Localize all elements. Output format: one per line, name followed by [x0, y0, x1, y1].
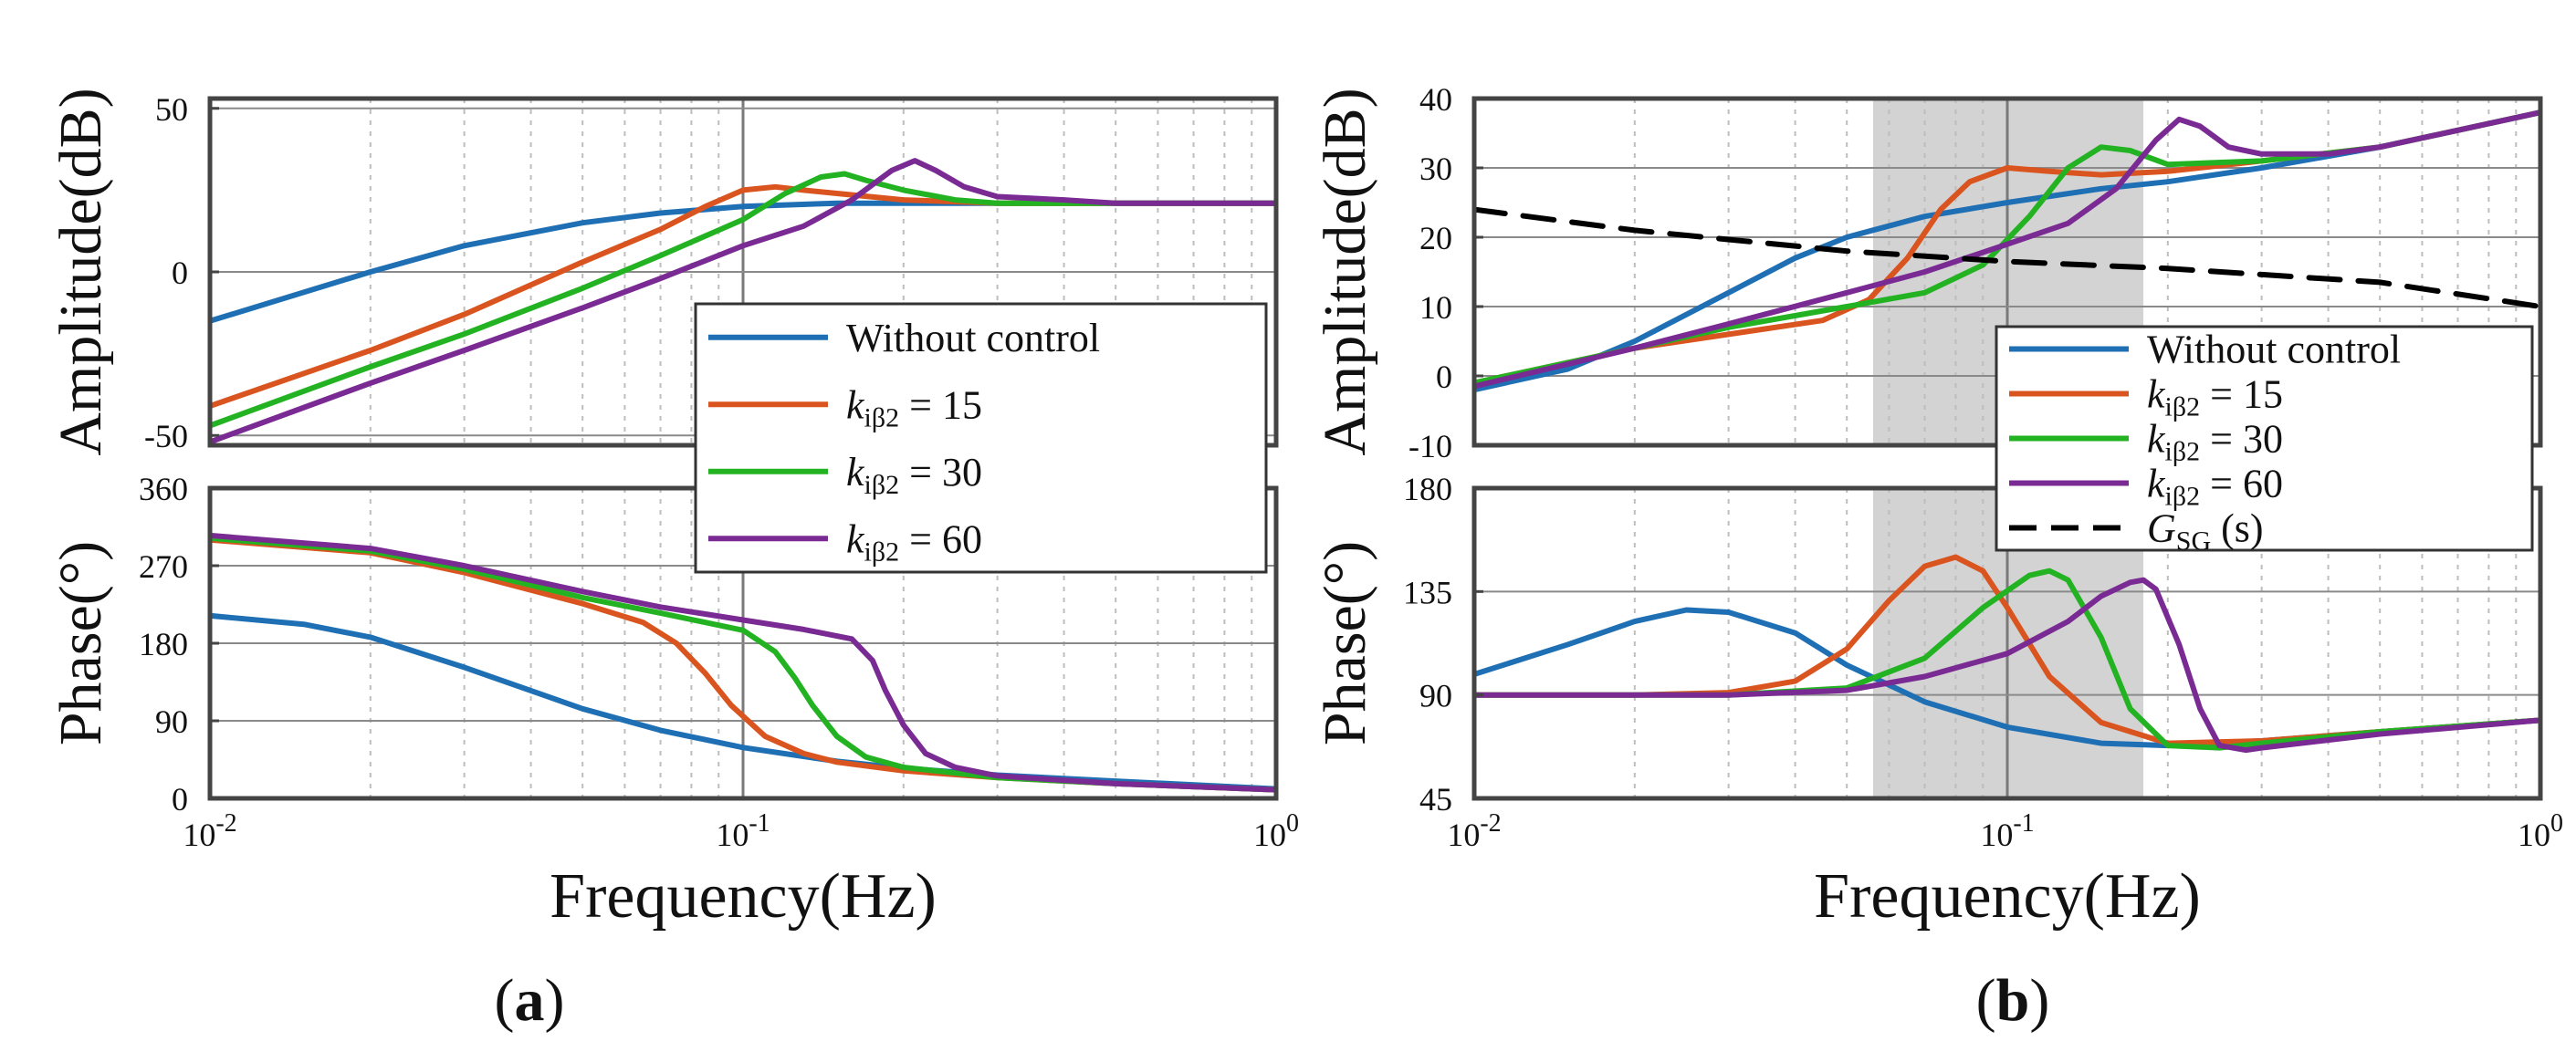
y-tick-label: 270 [139, 548, 188, 585]
panel-label: (a) [495, 967, 565, 1034]
series-line [210, 158, 1276, 445]
x-tick-label: 10-2 [1447, 809, 1501, 853]
series-line [1474, 206, 2540, 309]
legend-label: kiβ2 = 60 [2147, 462, 2283, 512]
series-line [1474, 577, 2540, 754]
y-tick-label: 180 [1403, 471, 1452, 507]
legend: Without control kiβ2 = 15 kiβ2 = 30 kiβ2 = … [694, 302, 1268, 574]
legend-label: Without control [2147, 328, 2401, 372]
series-line [210, 535, 1276, 793]
y-tick-label: 90 [1419, 678, 1452, 714]
x-tick-label: 100 [2518, 809, 2563, 853]
x-tick-label: 10-1 [1980, 809, 2034, 853]
amplitude-ylabel: Amplitude(dB) [1312, 88, 1378, 455]
y-tick-label: 180 [139, 626, 188, 662]
panel-a: -50 0 50 Amplitude(dB) 0 90 180 270 360 Phase(… [47, 88, 1299, 1034]
y-tick-label: 20 [1419, 220, 1452, 256]
x-axis-label: Frequency(Hz) [550, 861, 937, 932]
y-tick-label: 10 [1419, 289, 1452, 326]
legend-label: kiβ2 = 30 [846, 450, 982, 500]
legend-label: kiβ2 = 15 [846, 382, 982, 432]
phase-ylabel: Phase(°) [47, 541, 114, 745]
legend-label: kiβ2 = 15 [2147, 372, 2283, 422]
y-tick-label: 0 [172, 781, 188, 818]
x-ticks: 10-2 10-1 100 [1447, 809, 2563, 853]
legend-label: GSG (s) [2147, 506, 2264, 557]
y-tick-label: 0 [1436, 359, 1452, 395]
series-line [1474, 109, 2540, 393]
y-tick-label: 135 [1403, 574, 1452, 610]
phase-ylabel: Phase(°) [1312, 541, 1378, 745]
x-tick-label: 10-1 [716, 809, 770, 853]
phase-y-ticks: 0 90 180 270 360 [139, 471, 219, 818]
y-tick-label: -50 [144, 418, 188, 454]
legend-label: kiβ2 = 30 [2147, 417, 2283, 467]
y-tick-label: 30 [1419, 151, 1452, 187]
amplitude-y-ticks: -10 0 10 20 30 40 [1408, 81, 1483, 464]
panel-a-phase-axes: 0 90 180 270 360 Phase(°) [47, 471, 1279, 818]
series-line [210, 171, 1276, 429]
phase-series [1474, 554, 2540, 754]
x-tick-label: 100 [1253, 809, 1299, 853]
panel-label: (b) [1976, 967, 2050, 1034]
y-tick-label: 360 [139, 471, 188, 507]
panel-b: -10 0 10 20 30 40 Amplitude(dB) 45 90 135 180 Ph… [1312, 81, 2563, 1034]
y-tick-label: 90 [155, 703, 188, 740]
x-axis-label: Frequency(Hz) [1814, 861, 2201, 932]
phase-series [210, 532, 1276, 793]
x-ticks: 10-2 10-1 100 [183, 809, 1299, 853]
x-tick-label: 10-2 [183, 809, 236, 853]
y-tick-label: 50 [155, 91, 188, 128]
panel-letter: a [515, 967, 545, 1034]
legend-box [694, 302, 1268, 574]
legend-label: kiβ2 = 60 [846, 516, 982, 567]
amplitude-series [1474, 109, 2540, 393]
phase-y-ticks: 45 90 135 180 [1403, 471, 1483, 818]
y-tick-label: -10 [1408, 428, 1452, 464]
legend-label: Without control [846, 316, 1100, 360]
amplitude-y-ticks: -50 0 50 [144, 91, 219, 454]
amplitude-series [210, 158, 1276, 445]
series-line [1474, 109, 2540, 386]
amplitude-ylabel: Amplitude(dB) [47, 88, 114, 455]
series-line [1474, 109, 2540, 390]
y-tick-label: 0 [172, 255, 188, 291]
series-line [210, 532, 1276, 793]
y-tick-label: 40 [1419, 81, 1452, 118]
panel-letter: b [1996, 967, 2030, 1034]
y-tick-label: 45 [1419, 781, 1452, 818]
